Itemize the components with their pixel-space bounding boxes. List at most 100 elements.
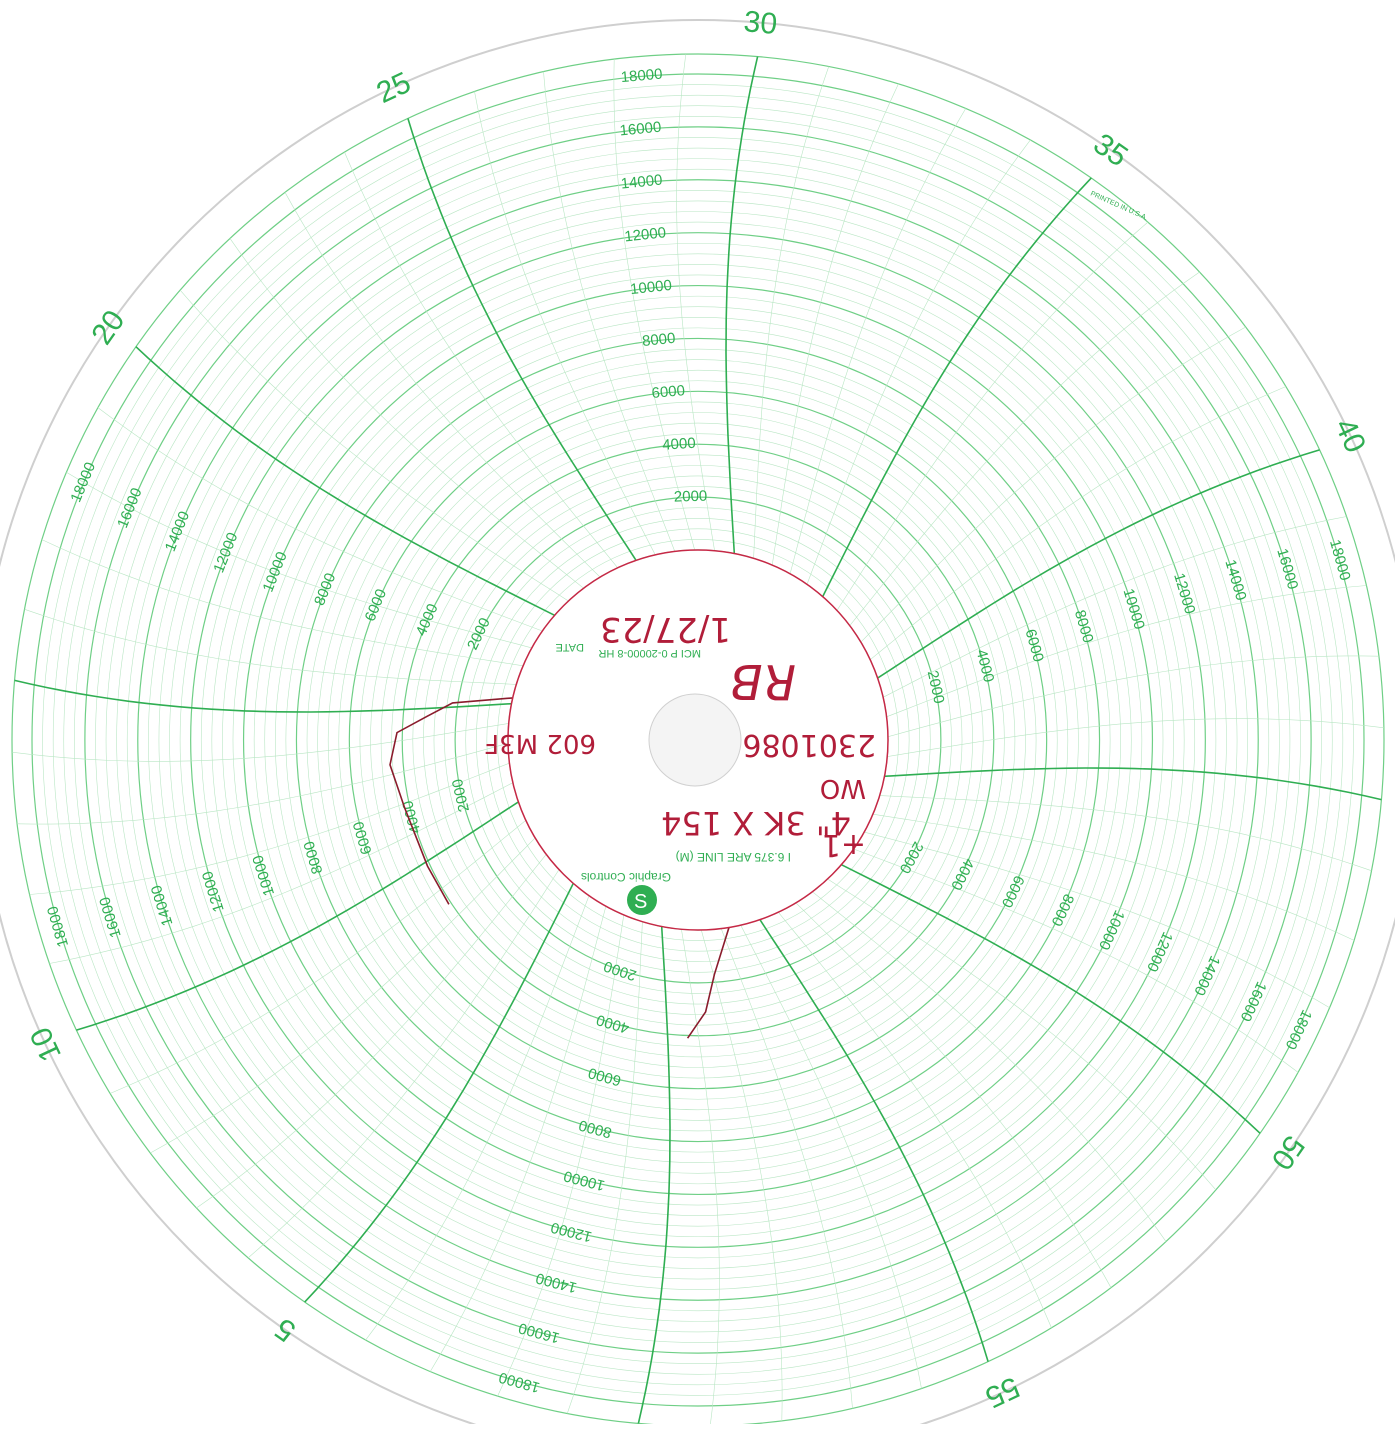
time-arc-minor [870,386,1287,660]
time-arc-minor [12,723,509,762]
scale-label: 18000 [620,66,663,87]
value-ring-minor [370,412,1026,1068]
time-arc-minor [853,848,1299,1073]
time-arc-major [14,679,512,713]
value-ring-minor [264,306,1132,1174]
value-ring-minor [359,401,1037,1079]
value-ring-minor [116,158,1280,1322]
time-arc-minor [229,238,584,589]
scale-label: 12000 [624,224,667,245]
time-arc-minor [613,59,695,551]
value-ring-minor [211,253,1185,1227]
pen-mark: +1 [822,827,866,862]
time-arc-minor [771,83,899,566]
value-ring-major [454,496,942,984]
value-ring-major [401,443,995,1037]
time-arc-major [725,56,759,554]
time-arc-minor [429,906,607,1372]
value-ring-minor [179,221,1217,1259]
value-ring-minor [105,147,1291,1333]
value-ring-minor [412,454,984,1026]
scale-label: 16000 [619,119,662,140]
value-ring-minor [338,380,1058,1100]
time-arc-minor [247,869,560,1259]
time-arc-major [637,926,671,1424]
time-arc-minor [827,878,1217,1191]
time-arc-minor [109,820,526,1094]
value-ring-major [137,179,1259,1301]
time-arc-minor [872,813,1355,941]
value-ring-minor [222,264,1174,1216]
trace-layer [389,697,730,1039]
value-ring-minor [158,200,1238,1280]
center-hole [648,693,742,787]
time-arc-minor [882,516,1347,698]
date-caption: DATE [555,641,584,653]
chart-spec: MCI P 0-20000-8 HR [598,647,701,659]
time-arc-minor [795,902,1112,1288]
time-arc-minor [284,192,601,578]
value-ring-minor [475,517,921,963]
value-ring-minor [423,465,973,1015]
time-arc-minor [66,471,532,649]
time-arc-minor [150,837,536,1154]
value-ring-minor [317,359,1079,1121]
item-spec: 4" 3K X 154 [661,804,851,842]
manufacturer-logo [627,885,657,915]
value-ring-major [348,390,1048,1090]
time-arc-minor [179,289,569,602]
time-arc-major [76,801,519,1031]
time-arc-minor [543,71,676,552]
value-ring-minor [444,486,952,994]
time-arc-minor [864,831,1330,1009]
scale-label: 8000 [641,330,676,350]
manufacturer: Graphic Controls [581,870,671,884]
value-ring-minor [52,94,1344,1386]
value-ring-minor [465,507,931,973]
time-arc-minor [41,539,524,667]
time-arc-minor [812,891,1167,1242]
value-ring-minor [95,137,1301,1343]
time-arc-major [877,449,1320,679]
scale-label: 2000 [674,488,708,506]
value-ring-minor [274,316,1122,1164]
value-ring-minor [148,190,1248,1290]
time-arc-minor [740,924,922,1389]
scale-label: 14000 [620,172,663,193]
value-ring-minor [486,528,910,952]
value-ring-major [31,73,1365,1407]
time-arc-minor [676,54,715,551]
value-ring-major [84,126,1312,1354]
value-ring-major [295,337,1101,1143]
time-arc-minor [365,895,590,1341]
time-arc-minor [196,854,547,1209]
value-ring-minor [253,295,1143,1185]
time-arc-minor [836,221,1149,611]
time-arc-major [304,883,575,1303]
scale-label: 6000 [651,382,686,402]
scale-label: 2000 [924,669,948,705]
value-ring-minor [306,348,1090,1132]
wo-label: WO [820,773,866,803]
time-arc-minor [567,921,643,1414]
value-ring-minor [126,168,1270,1312]
time-arc-minor [887,655,1379,737]
time-arc-minor [849,271,1200,626]
value-ring-minor [232,274,1164,1206]
time-arc-minor [49,782,514,964]
time-arcs [12,54,1384,1426]
value-ring-major [242,284,1154,1196]
time-arc-major [759,919,989,1362]
scale-label: 4000 [662,435,696,454]
time-arc-minor [887,718,1384,757]
time-arc-minor [778,912,1052,1329]
value-ring-minor [433,475,963,1005]
time-arc-minor [753,66,829,559]
time-arc-minor [17,743,509,825]
flow-value: 602 M3F [484,728,596,758]
value-ring-minor [391,433,1005,1047]
time-arc-minor [681,929,720,1426]
time-arc-minor [474,91,656,556]
time-arc-minor [860,326,1246,643]
